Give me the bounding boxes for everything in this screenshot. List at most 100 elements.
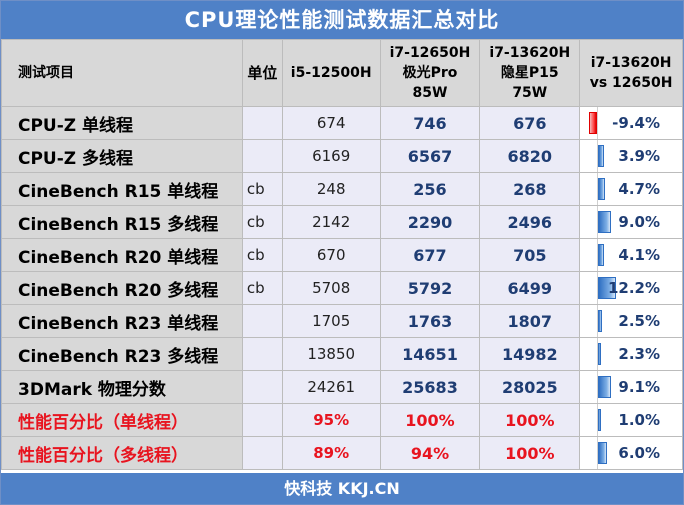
comparison-zero-axis bbox=[597, 272, 599, 304]
footer-source: 快科技 KKJ.CN bbox=[1, 473, 683, 504]
row-value-i7-13620h: 268 bbox=[479, 172, 581, 206]
header-i7-12650h-model: i7-12650H bbox=[389, 45, 471, 61]
row-value-i5-12500h: 24261 bbox=[281, 370, 381, 404]
comparison-percent: 12.2% bbox=[607, 279, 660, 297]
row-value-i5-12500h: 674 bbox=[281, 106, 381, 140]
table-row: CineBench R23 多线程 13850 14651 14982 2.3% bbox=[1, 337, 683, 371]
row-comparison-cell: 1.0% bbox=[579, 403, 683, 437]
row-comparison-cell: 2.3% bbox=[579, 337, 683, 371]
row-value-i7-12650h: 256 bbox=[379, 172, 481, 206]
table-row: CineBench R20 单线程 cb 670 677 705 4.1% bbox=[1, 238, 683, 272]
table-row: CineBench R15 单线程 cb 248 256 268 4.7% bbox=[1, 172, 683, 206]
row-value-i7-12650h: 1763 bbox=[379, 304, 481, 338]
comparison-zero-axis bbox=[597, 371, 599, 403]
row-value-i5-12500h: 2142 bbox=[281, 205, 381, 239]
comparison-bar bbox=[588, 112, 598, 134]
row-unit bbox=[241, 370, 283, 404]
row-value-i7-13620h: 6820 bbox=[479, 139, 581, 173]
row-value-i7-13620h: 1807 bbox=[479, 304, 581, 338]
comparison-zero-axis bbox=[597, 305, 599, 337]
header-i7-13620h-model: i7-13620H bbox=[489, 45, 571, 61]
header-i7-12650h-laptop: 极光Pro bbox=[402, 65, 458, 81]
row-unit bbox=[241, 403, 283, 437]
row-value-i7-13620h: 14982 bbox=[479, 337, 581, 371]
header-comparison: i7-13620H vs 12650H bbox=[579, 39, 683, 107]
row-value-i5-12500h: 670 bbox=[281, 238, 381, 272]
row-item-label: CineBench R23 单线程 bbox=[1, 304, 243, 338]
header-unit: 单位 bbox=[241, 39, 283, 107]
row-value-i5-12500h: 1705 bbox=[281, 304, 381, 338]
row-value-i7-12650h: 25683 bbox=[379, 370, 481, 404]
row-value-i5-12500h: 89% bbox=[281, 436, 381, 470]
row-value-i7-12650h: 14651 bbox=[379, 337, 481, 371]
row-unit: cb bbox=[241, 238, 283, 272]
row-item-label: CPU-Z 多线程 bbox=[1, 139, 243, 173]
row-value-i7-12650h: 100% bbox=[379, 403, 481, 437]
comparison-percent: 2.5% bbox=[618, 312, 660, 330]
comparison-bar bbox=[598, 310, 602, 332]
comparison-zero-axis bbox=[597, 338, 599, 370]
table-body: 测试项目 单位 i5-12500H i7-12650H 极光Pro 85W i7… bbox=[1, 39, 683, 470]
row-unit: cb bbox=[241, 205, 283, 239]
row-comparison-cell: 9.0% bbox=[579, 205, 683, 239]
comparison-table: 测试项目 单位 i5-12500H i7-12650H 极光Pro 85W i7… bbox=[1, 39, 683, 470]
comparison-bar bbox=[598, 244, 605, 266]
header-i7-13620h-laptop: 隐星P15 bbox=[500, 65, 559, 81]
row-value-i7-13620h: 28025 bbox=[479, 370, 581, 404]
row-value-i5-12500h: 5708 bbox=[281, 271, 381, 305]
row-value-i7-12650h: 6567 bbox=[379, 139, 481, 173]
comparison-zero-axis bbox=[597, 206, 599, 238]
comparison-percent: 2.3% bbox=[618, 345, 660, 363]
comparison-zero-axis bbox=[597, 140, 599, 172]
comparison-zero-axis bbox=[597, 404, 599, 436]
table-row: CPU-Z 多线程 6169 6567 6820 3.9% bbox=[1, 139, 683, 173]
row-value-i7-13620h: 2496 bbox=[479, 205, 581, 239]
header-row: 测试项目 单位 i5-12500H i7-12650H 极光Pro 85W i7… bbox=[1, 39, 683, 107]
comparison-percent: 4.1% bbox=[618, 246, 660, 264]
header-comparison-line2: vs 12650H bbox=[589, 75, 673, 91]
row-item-label: CPU-Z 单线程 bbox=[1, 106, 243, 140]
row-item-label: 3DMark 物理分数 bbox=[1, 370, 243, 404]
header-item: 测试项目 bbox=[1, 39, 243, 107]
comparison-zero-axis bbox=[597, 239, 599, 271]
row-value-i5-12500h: 95% bbox=[281, 403, 381, 437]
table-row: CineBench R15 多线程 cb 2142 2290 2496 9.0% bbox=[1, 205, 683, 239]
row-value-i7-13620h: 100% bbox=[479, 403, 581, 437]
row-comparison-cell: -9.4% bbox=[579, 106, 683, 140]
row-unit bbox=[241, 304, 283, 338]
comparison-percent: 1.0% bbox=[618, 411, 660, 429]
header-i7-12650h-power: 85W bbox=[412, 85, 448, 101]
comparison-zero-axis bbox=[597, 107, 599, 139]
comparison-percent: 3.9% bbox=[618, 147, 660, 165]
row-comparison-cell: 9.1% bbox=[579, 370, 683, 404]
table-row: 性能百分比（多线程） 89% 94% 100% 6.0% bbox=[1, 436, 683, 470]
row-unit: cb bbox=[241, 172, 283, 206]
row-comparison-cell: 6.0% bbox=[579, 436, 683, 470]
row-item-label: CineBench R15 单线程 bbox=[1, 172, 243, 206]
row-value-i7-13620h: 705 bbox=[479, 238, 581, 272]
row-item-label: CineBench R20 单线程 bbox=[1, 238, 243, 272]
comparison-bar bbox=[598, 376, 612, 398]
row-comparison-cell: 4.1% bbox=[579, 238, 683, 272]
comparison-percent: 4.7% bbox=[618, 180, 660, 198]
comparison-bar bbox=[598, 178, 605, 200]
table-row: CineBench R23 单线程 1705 1763 1807 2.5% bbox=[1, 304, 683, 338]
row-value-i7-13620h: 6499 bbox=[479, 271, 581, 305]
row-comparison-cell: 4.7% bbox=[579, 172, 683, 206]
row-comparison-cell: 3.9% bbox=[579, 139, 683, 173]
comparison-bar bbox=[598, 211, 611, 233]
row-item-label: 性能百分比（单线程） bbox=[1, 403, 243, 437]
row-value-i5-12500h: 6169 bbox=[281, 139, 381, 173]
comparison-zero-axis bbox=[597, 173, 599, 205]
row-unit bbox=[241, 337, 283, 371]
row-value-i7-12650h: 2290 bbox=[379, 205, 481, 239]
row-value-i5-12500h: 248 bbox=[281, 172, 381, 206]
header-i5-12500h: i5-12500H bbox=[281, 39, 381, 107]
header-comparison-line1: i7-13620H bbox=[590, 55, 672, 71]
row-item-label: 性能百分比（多线程） bbox=[1, 436, 243, 470]
row-item-label: CineBench R23 多线程 bbox=[1, 337, 243, 371]
header-i7-13620h: i7-13620H 隐星P15 75W bbox=[479, 39, 581, 107]
comparison-bar bbox=[598, 442, 607, 464]
row-value-i7-12650h: 746 bbox=[379, 106, 481, 140]
